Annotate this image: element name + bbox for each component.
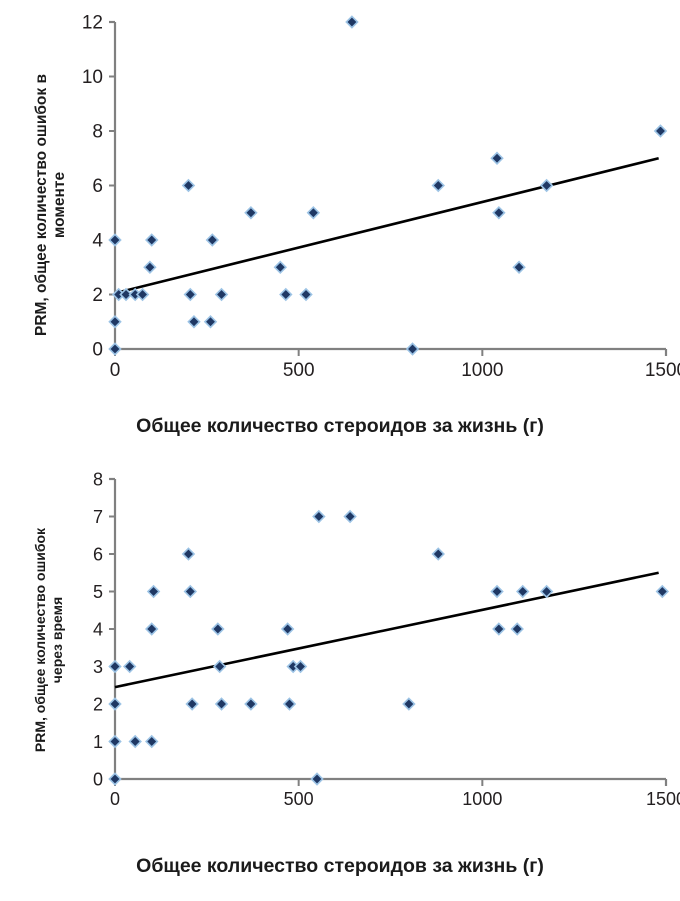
data-point xyxy=(119,287,133,302)
data-point xyxy=(539,178,554,193)
y-tick-label: 2 xyxy=(92,285,103,306)
data-point xyxy=(516,584,530,599)
data-point xyxy=(181,178,196,193)
data-point xyxy=(145,622,159,636)
data-point xyxy=(205,233,220,247)
data-point xyxy=(108,734,122,749)
data-point xyxy=(306,206,321,220)
data-point xyxy=(345,15,359,29)
data-point xyxy=(214,697,229,711)
data-point xyxy=(431,178,445,193)
x-tick-label: 500 xyxy=(284,789,314,809)
data-point xyxy=(135,287,150,302)
data-point xyxy=(490,151,504,165)
data-point xyxy=(108,659,122,674)
scatter-svg-bottom: 0 1 2 3 4 5 6 7 8 0 500 1000 1500 xyxy=(93,469,680,809)
data-point xyxy=(490,584,504,599)
data-point xyxy=(187,315,201,329)
x-axis-title-bottom: Общее количество стероидов за жизнь (г) xyxy=(136,855,544,877)
scatter-svg-top: 0 2 4 6 8 10 12 0 500 1000 1500 xyxy=(82,13,680,381)
data-point xyxy=(211,622,225,636)
data-point xyxy=(108,342,122,356)
data-point xyxy=(310,772,324,786)
data-point xyxy=(512,260,526,274)
data-point xyxy=(183,287,198,302)
data-point xyxy=(282,697,297,711)
x-tick-label: 0 xyxy=(110,360,121,381)
trend-line xyxy=(114,156,659,295)
data-point xyxy=(431,547,445,561)
data-point xyxy=(273,260,288,274)
plot-area-top: 0 2 4 6 8 10 12 0 500 1000 1500 xyxy=(60,10,680,395)
y-axis-title-top-line1: PRM, общее количество ошибок в xyxy=(33,74,50,337)
data-point xyxy=(279,287,293,302)
y-tick-label: 0 xyxy=(93,769,103,789)
data-point xyxy=(108,315,122,329)
data-point xyxy=(203,315,218,329)
data-point xyxy=(181,547,196,561)
y-axis-title-bottom-line1: PRM, общее количество ошибок xyxy=(32,527,48,753)
trend-line xyxy=(114,571,659,689)
y-tick-label: 7 xyxy=(93,507,103,527)
y-tick-label: 4 xyxy=(93,619,103,639)
y-tick-label: 12 xyxy=(82,13,103,34)
data-point xyxy=(214,287,229,302)
y-tick-label: 10 xyxy=(82,67,103,88)
x-tick-label: 1000 xyxy=(462,789,502,809)
data-point xyxy=(183,584,198,599)
x-tick-label: 0 xyxy=(110,789,120,809)
data-point xyxy=(244,697,258,711)
data-point xyxy=(108,772,122,786)
data-point xyxy=(212,659,227,674)
y-tick-label: 4 xyxy=(92,231,103,252)
data-point xyxy=(145,233,159,247)
data-point xyxy=(405,342,420,356)
data-point xyxy=(343,509,357,524)
data-point xyxy=(299,287,313,302)
data-point xyxy=(653,124,668,138)
x-axis-title-top: Общее количество стероидов за жизнь (г) xyxy=(136,415,544,437)
data-point xyxy=(108,697,122,711)
data-point xyxy=(122,659,137,674)
data-point xyxy=(280,622,295,636)
chart-panel-bottom: PRM, общее количество ошибок через время… xyxy=(0,455,680,901)
x-tick-label: 1500 xyxy=(645,360,680,381)
data-point-group xyxy=(108,15,668,356)
data-point xyxy=(510,622,524,636)
data-point xyxy=(402,697,416,711)
y-tick-label: 6 xyxy=(93,544,103,564)
y-tick-label: 1 xyxy=(93,732,103,752)
data-point xyxy=(128,734,142,749)
data-point xyxy=(312,509,326,524)
data-point xyxy=(492,622,506,636)
chart-panel-top: PRM, общее количество ошибок в моменте 0… xyxy=(33,10,680,437)
y-tick-label: 8 xyxy=(93,469,103,489)
data-point xyxy=(108,233,122,247)
plot-area-bottom: 0 1 2 3 4 5 6 7 8 0 500 1000 1500 xyxy=(60,467,680,825)
data-point-group xyxy=(108,509,670,786)
x-tick-label: 1000 xyxy=(461,360,503,381)
y-tick-label: 8 xyxy=(92,122,103,143)
y-tick-label: 5 xyxy=(93,582,103,602)
data-point xyxy=(244,206,258,220)
data-point xyxy=(143,260,157,274)
data-point xyxy=(492,206,506,220)
x-tick-label: 1500 xyxy=(646,789,680,809)
y-tick-label: 3 xyxy=(93,657,103,677)
data-point xyxy=(185,697,199,711)
y-tick-label: 2 xyxy=(93,694,103,714)
data-point xyxy=(655,584,670,599)
data-point xyxy=(146,584,161,599)
x-tick-label: 500 xyxy=(283,360,315,381)
y-tick-label: 6 xyxy=(92,176,103,197)
data-point xyxy=(539,584,554,599)
data-point xyxy=(293,659,308,674)
y-tick-label: 0 xyxy=(92,340,103,361)
data-point xyxy=(145,734,159,749)
